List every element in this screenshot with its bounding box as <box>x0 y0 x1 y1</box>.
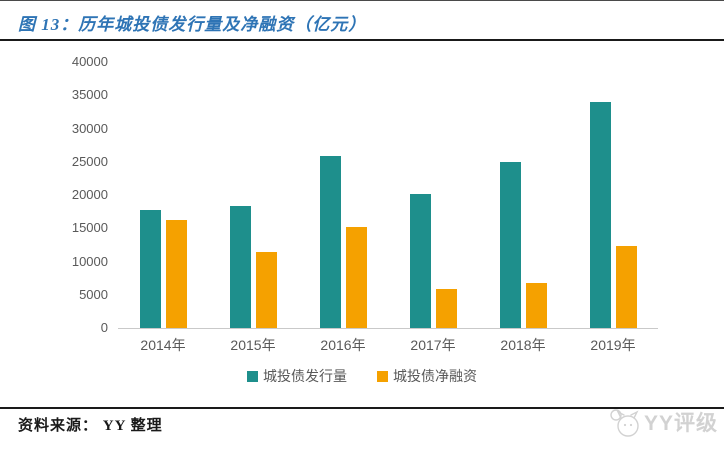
bar-net-financing-2016年 <box>345 226 367 328</box>
x-tick-label: 2016年 <box>320 337 366 353</box>
bar-group <box>208 62 298 328</box>
source-value: YY 整理 <box>102 418 163 434</box>
watermark-logo-icon <box>610 409 639 437</box>
y-tick-label: 30000 <box>71 120 108 136</box>
bar-issuance-2019年 <box>589 101 611 328</box>
y-tick-label: 40000 <box>71 54 108 69</box>
bar-group <box>568 62 658 328</box>
legend-label: 城投债净融资 <box>393 368 477 384</box>
legend-swatch-icon <box>377 370 388 382</box>
y-tick-label: 15000 <box>71 220 108 236</box>
plot-area <box>118 62 658 329</box>
watermark: YY评级 <box>607 404 718 440</box>
x-tick-label: 2018年 <box>500 337 546 353</box>
y-tick-label: 20000 <box>71 187 108 202</box>
bar-group <box>118 62 208 328</box>
source-note: 资料来源： YY 整理 <box>18 414 163 435</box>
top-divider <box>0 0 724 1</box>
figure-title: 图 13：历年城投债发行量及净融资（亿元） <box>18 15 367 34</box>
legend-swatch-icon <box>247 370 258 382</box>
bar-issuance-2018年 <box>499 161 521 328</box>
bar-net-financing-2014年 <box>165 219 187 328</box>
legend-item-issuance: 城投债发行量 <box>247 366 347 386</box>
y-axis: 0 5000 10000 15000 20000 25000 30000 35000 40000 <box>0 54 108 335</box>
y-tick-label: 0 <box>100 320 108 335</box>
source-label: 资料来源： <box>18 418 99 434</box>
bar-issuance-2017年 <box>409 194 431 328</box>
x-tick-label: 2014年 <box>140 337 186 353</box>
bar-issuance-2016年 <box>319 156 341 328</box>
bar-chart: 0 5000 10000 15000 20000 25000 30000 35000 40000… <box>0 42 724 392</box>
y-tick-label: 10000 <box>71 253 108 269</box>
footer-divider <box>0 407 724 409</box>
title-divider <box>0 39 724 41</box>
x-tick-label: 2017年 <box>410 337 456 353</box>
legend: 城投债发行量 城投债净融资 <box>0 366 724 386</box>
bar-net-financing-2017年 <box>435 288 457 328</box>
bar-group <box>298 62 388 328</box>
y-tick-label: 5000 <box>79 286 108 302</box>
y-tick-label: 35000 <box>71 87 108 103</box>
bar-net-financing-2015年 <box>255 252 277 328</box>
watermark-text: YY评级 <box>643 412 718 435</box>
x-axis: 2014年 2015年 2016年 2017年 2018年 2019年 <box>118 335 658 355</box>
bar-issuance-2014年 <box>139 210 161 328</box>
y-tick-label: 25000 <box>71 153 108 169</box>
legend-label: 城投债发行量 <box>263 368 347 384</box>
x-tick-label: 2015年 <box>230 337 276 353</box>
legend-item-net-financing: 城投债净融资 <box>377 366 477 386</box>
bar-group <box>388 62 478 328</box>
bar-net-financing-2019年 <box>615 246 637 328</box>
bar-net-financing-2018年 <box>525 283 547 328</box>
bar-group <box>478 62 568 328</box>
x-tick-label: 2019年 <box>590 337 636 353</box>
bar-issuance-2015年 <box>229 206 251 328</box>
